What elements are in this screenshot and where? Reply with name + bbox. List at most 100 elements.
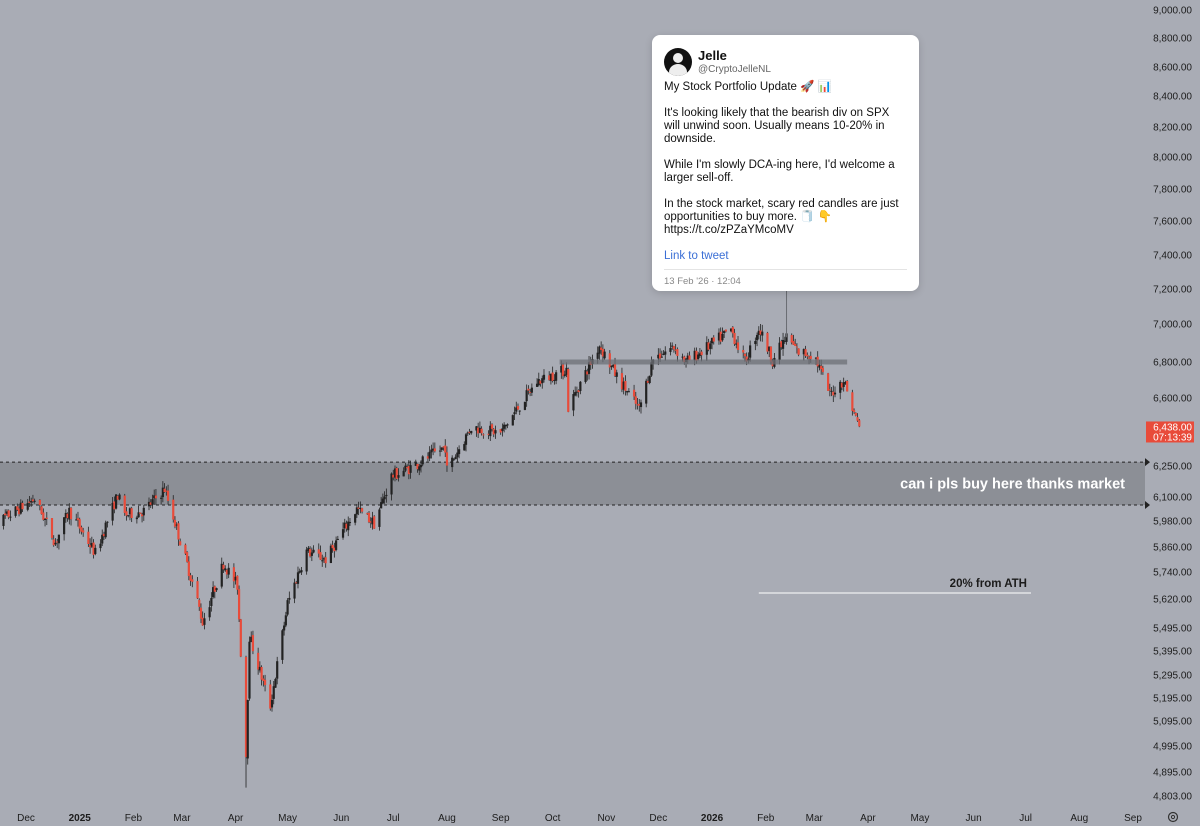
candle-body	[613, 364, 617, 376]
candle-body	[14, 506, 17, 516]
gear-icon[interactable]	[1167, 811, 1179, 823]
tweet-author-name[interactable]: Jelle	[698, 48, 727, 63]
candle-body	[710, 337, 714, 344]
candle-body	[830, 390, 833, 392]
candle-body	[26, 502, 29, 510]
current-price-label: 6,438.00	[1153, 422, 1192, 433]
candle-body	[660, 356, 663, 358]
y-tick-label: 5,295.00	[1153, 671, 1192, 682]
candle-body	[307, 547, 310, 551]
candle-body	[723, 330, 726, 334]
candle-body	[263, 679, 267, 686]
candle-body	[818, 365, 821, 368]
y-tick-label: 5,620.00	[1153, 595, 1192, 606]
candle-body	[586, 371, 589, 375]
candle-body	[406, 467, 409, 469]
candle-body	[135, 517, 138, 520]
y-tick-label: 5,495.00	[1153, 624, 1192, 635]
candle-body	[577, 390, 580, 393]
y-tick-label: 4,803.00	[1153, 792, 1192, 803]
candle-body	[669, 348, 672, 352]
y-tick-label: 7,600.00	[1153, 217, 1192, 228]
candle-body	[9, 516, 12, 518]
candle-body	[151, 499, 154, 505]
y-tick-label: 5,740.00	[1153, 568, 1192, 579]
candle-body	[63, 517, 66, 535]
candle-body	[262, 678, 265, 681]
current-price-badge	[1146, 421, 1194, 443]
candle-body	[768, 346, 771, 351]
candle-body	[525, 390, 528, 402]
candle-body	[856, 417, 859, 421]
candle-body	[731, 327, 734, 334]
candle-body	[444, 445, 447, 453]
candle-body	[754, 341, 757, 345]
link-to-tweet[interactable]: Link to tweet	[664, 250, 729, 262]
candle-body	[404, 465, 407, 471]
candle-body	[515, 407, 518, 412]
candle-body	[189, 575, 192, 581]
candle-body	[237, 589, 241, 620]
candle-body	[717, 332, 721, 341]
candle-body	[542, 374, 546, 380]
candle-body	[16, 506, 19, 510]
candle-body	[201, 617, 204, 626]
y-tick-label: 7,800.00	[1153, 185, 1192, 196]
candle-body	[620, 373, 624, 390]
candle-body	[295, 582, 298, 584]
candle-body	[305, 549, 308, 572]
candle-body	[371, 517, 374, 525]
candle-body	[300, 570, 303, 573]
tweet-author-handle[interactable]: @CryptoJelleNL	[698, 64, 771, 75]
candle-body	[392, 474, 395, 478]
candle-body	[610, 365, 613, 368]
candle-body	[378, 509, 381, 527]
candle-body	[523, 401, 527, 410]
y-tick-label: 8,600.00	[1153, 63, 1192, 74]
candle-body	[736, 342, 740, 350]
candle-body	[78, 519, 81, 529]
candle-body	[329, 545, 333, 563]
candle-body	[561, 364, 565, 377]
candle-body	[33, 500, 36, 502]
candle-body	[284, 615, 287, 626]
candle-body	[603, 351, 606, 359]
tweet-card[interactable]: Jelle @CryptoJelleNL My Stock Portfolio …	[652, 35, 919, 291]
candle-body	[38, 499, 41, 505]
candle-body	[7, 510, 10, 518]
candle-body	[548, 375, 551, 381]
candle-body	[286, 600, 289, 615]
candle-body	[395, 467, 398, 479]
candle-body	[215, 588, 218, 591]
candle-body	[693, 350, 696, 361]
candle-body	[648, 375, 651, 384]
candle-body	[309, 549, 312, 557]
candle-body	[341, 529, 345, 538]
x-tick-label: Apr	[228, 813, 244, 824]
candle-body	[487, 433, 490, 435]
candle-body	[820, 365, 823, 370]
avatar[interactable]	[664, 48, 692, 76]
candle-body	[251, 635, 255, 652]
candle-body	[482, 434, 485, 436]
candle-body	[331, 544, 334, 549]
candle-body	[69, 507, 73, 520]
candle-body	[794, 343, 797, 347]
candle-body	[257, 652, 260, 670]
candle-body	[749, 345, 752, 358]
candle-body	[139, 512, 142, 514]
candle-body	[539, 380, 542, 384]
x-tick-label: Nov	[597, 813, 615, 824]
candle-body	[421, 456, 424, 465]
candle-body	[639, 402, 643, 408]
candle-body	[281, 630, 284, 660]
candle-body	[298, 571, 301, 573]
candle-body	[270, 699, 274, 708]
candle-body	[671, 345, 674, 347]
candle-body	[697, 354, 700, 360]
candle-body	[232, 567, 235, 582]
candle-body	[336, 538, 339, 540]
candle-body	[114, 494, 118, 509]
candle-body	[19, 502, 22, 514]
